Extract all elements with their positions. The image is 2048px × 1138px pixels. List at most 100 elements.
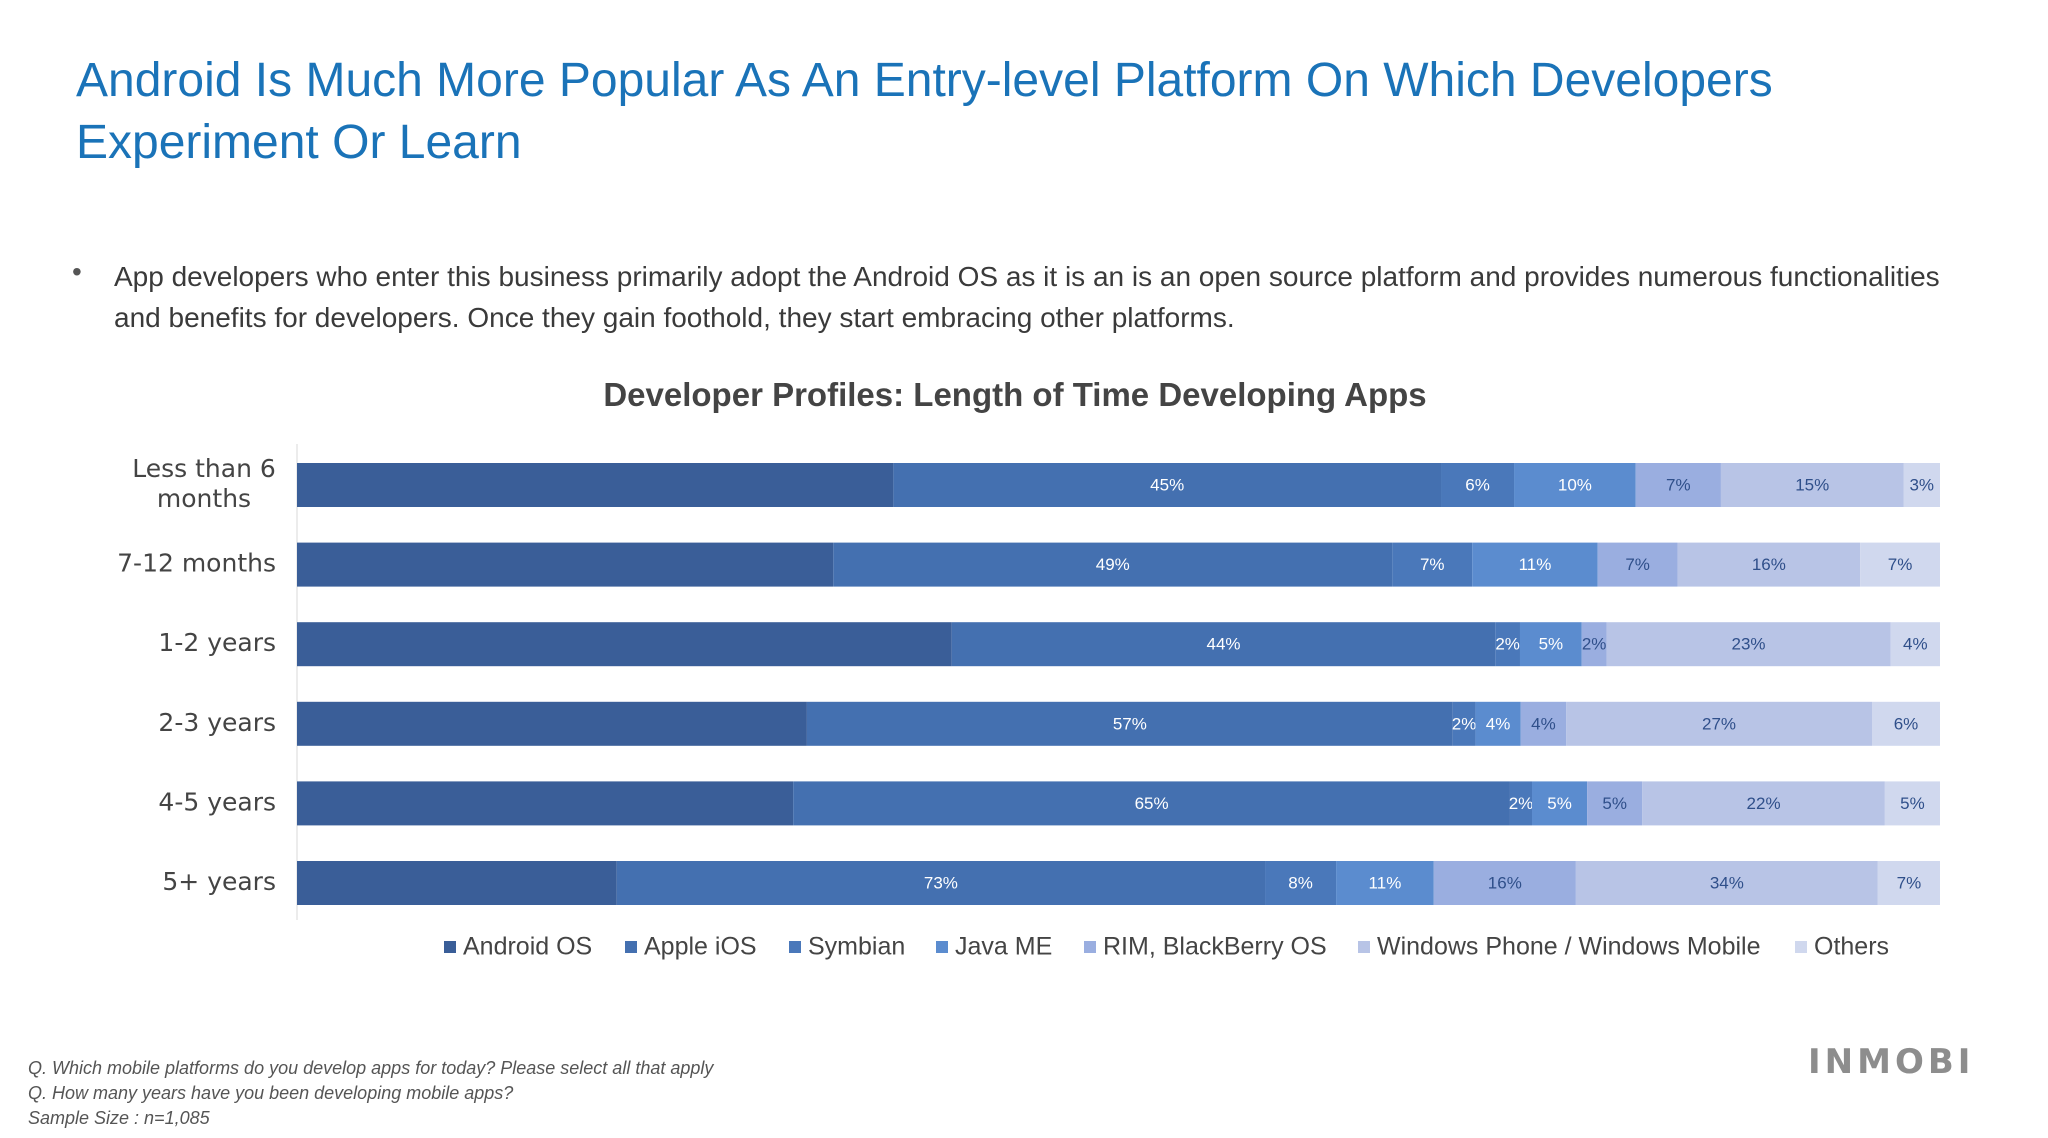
bar-segment-java-me bbox=[1514, 463, 1636, 507]
data-label: 44% bbox=[1206, 635, 1240, 654]
footnotes: Q. Which mobile platforms do you develop… bbox=[28, 1056, 713, 1131]
data-label: 5% bbox=[1539, 635, 1564, 654]
bar-segment-symbian bbox=[1441, 463, 1515, 507]
data-label: 5% bbox=[1900, 794, 1925, 813]
data-label: 7% bbox=[1666, 475, 1691, 494]
data-label: 49% bbox=[1096, 555, 1130, 574]
data-label: 2% bbox=[1495, 635, 1520, 654]
data-label: 7% bbox=[1888, 555, 1913, 574]
category-label-1-2-years: 1-2 years bbox=[158, 628, 276, 657]
bar-segment-symbian bbox=[1392, 542, 1473, 587]
bar-segment-rim-blackberry-os bbox=[1581, 622, 1607, 667]
inmobi-logo: INMOBI bbox=[1808, 1042, 1975, 1082]
bar-segment-rim-blackberry-os bbox=[1635, 463, 1721, 507]
legend-swatch-rim-blackberry-os bbox=[1084, 941, 1096, 953]
bar-segment-android-os bbox=[297, 622, 952, 667]
bar-segment-others bbox=[1872, 701, 1940, 746]
bar-segment-rim-blackberry-os bbox=[1520, 701, 1567, 746]
category-label-line: months bbox=[157, 484, 251, 513]
legend-swatch-windows-phone-windows-mobile bbox=[1358, 941, 1370, 953]
footnote-question-1: Q. Which mobile platforms do you develop… bbox=[28, 1058, 714, 1078]
data-label: 57% bbox=[1113, 714, 1147, 733]
data-label: 34% bbox=[1710, 873, 1744, 892]
bar-segment-android-os bbox=[297, 542, 834, 587]
bar-segment-rim-blackberry-os bbox=[1433, 861, 1576, 905]
data-label: 6% bbox=[1465, 475, 1490, 494]
data-label: 5% bbox=[1547, 794, 1572, 813]
data-label: 65% bbox=[1135, 794, 1169, 813]
legend-label-java-me: Java ME bbox=[955, 933, 1052, 961]
bar-segment-others bbox=[1903, 463, 1940, 507]
legend-swatch-symbian bbox=[789, 941, 801, 953]
category-label-line: Less than 6 bbox=[132, 454, 276, 483]
data-label: 6% bbox=[1894, 714, 1919, 733]
data-label: 7% bbox=[1420, 555, 1445, 574]
data-label: 15% bbox=[1795, 475, 1829, 494]
category-label-less-than-6-months: Less than 6 months bbox=[132, 454, 276, 513]
data-label: 27% bbox=[1702, 714, 1736, 733]
data-label: 7% bbox=[1897, 873, 1922, 892]
category-label-2-3-years: 2-3 years bbox=[158, 708, 276, 737]
legend-swatch-android-os bbox=[444, 941, 456, 953]
bullet-marker: • bbox=[72, 256, 82, 287]
bar-segment-apple-ios bbox=[806, 701, 1453, 746]
bar-segment-windows-phone-windows-mobile bbox=[1566, 701, 1873, 746]
legend-swatch-java-me bbox=[936, 941, 948, 953]
bar-segment-java-me bbox=[1472, 542, 1598, 587]
data-label: 45% bbox=[1150, 475, 1184, 494]
legend-label-windows-phone-windows-mobile: Windows Phone / Windows Mobile bbox=[1377, 933, 1761, 961]
bar-segment-apple-ios bbox=[793, 781, 1510, 826]
stacked-bar-chart: Less than 6 months 45% 6% 10% 7% 15% 3% 7-12 mon… bbox=[117, 444, 1940, 961]
bar-segment-apple-ios bbox=[833, 542, 1393, 587]
data-label: 16% bbox=[1752, 555, 1786, 574]
legend-label-symbian: Symbian bbox=[808, 933, 905, 961]
data-label: 11% bbox=[1369, 873, 1402, 892]
bar-segment-others bbox=[1890, 622, 1940, 667]
category-label-5-years: 5+ years bbox=[162, 867, 276, 896]
bar-segment-java-me bbox=[1519, 622, 1582, 667]
bar-segment-android-os bbox=[297, 781, 794, 826]
bar-segment-rim-blackberry-os bbox=[1587, 781, 1643, 826]
data-label: 8% bbox=[1288, 873, 1313, 892]
bar-segment-java-me bbox=[1475, 701, 1521, 746]
legend-label-apple-ios: Apple iOS bbox=[644, 933, 757, 961]
bar-segment-others bbox=[1884, 781, 1940, 826]
data-label: 23% bbox=[1732, 635, 1766, 654]
data-label: 5% bbox=[1602, 794, 1627, 813]
data-label: 4% bbox=[1903, 635, 1928, 654]
legend-swatch-apple-ios bbox=[625, 941, 637, 953]
data-label: 2% bbox=[1582, 635, 1607, 654]
data-label: 4% bbox=[1531, 714, 1556, 733]
bar-segment-symbian bbox=[1509, 781, 1533, 826]
bar-segment-windows-phone-windows-mobile bbox=[1606, 622, 1891, 667]
data-label: 7% bbox=[1625, 555, 1650, 574]
data-label: 10% bbox=[1558, 475, 1592, 494]
data-label: 16% bbox=[1488, 873, 1522, 892]
slide-title: Android Is Much More Popular As An Entry… bbox=[76, 54, 1773, 169]
bar-segment-apple-ios bbox=[616, 861, 1266, 905]
data-label: 22% bbox=[1747, 794, 1781, 813]
bar-segment-java-me bbox=[1532, 781, 1588, 826]
data-label: 2% bbox=[1452, 714, 1477, 733]
bar-segment-android-os bbox=[297, 463, 894, 507]
category-label-4-5-years: 4-5 years bbox=[158, 787, 276, 816]
bar-segment-java-me bbox=[1336, 861, 1434, 905]
bar-segment-apple-ios bbox=[893, 463, 1442, 507]
legend-label-others: Others bbox=[1814, 933, 1889, 961]
bar-segment-windows-phone-windows-mobile bbox=[1677, 542, 1861, 587]
bar-segment-symbian bbox=[1452, 701, 1476, 746]
bar-segment-windows-phone-windows-mobile bbox=[1720, 463, 1904, 507]
bar-segment-android-os bbox=[297, 701, 807, 746]
bar-segment-symbian bbox=[1265, 861, 1337, 905]
data-label: 4% bbox=[1486, 714, 1511, 733]
bar-segment-windows-phone-windows-mobile bbox=[1642, 781, 1885, 826]
bar-segment-others bbox=[1877, 861, 1940, 905]
data-label: 2% bbox=[1509, 794, 1534, 813]
legend-label-rim-blackberry-os: RIM, BlackBerry OS bbox=[1103, 933, 1327, 961]
bar-segment-apple-ios bbox=[951, 622, 1496, 667]
bar-segment-symbian bbox=[1495, 622, 1520, 667]
chart-title: Developer Profiles: Length of Time Devel… bbox=[603, 376, 1427, 413]
bar-segment-rim-blackberry-os bbox=[1597, 542, 1678, 587]
bar-segment-others bbox=[1860, 542, 1940, 587]
legend-label-android-os: Android OS bbox=[463, 933, 592, 961]
